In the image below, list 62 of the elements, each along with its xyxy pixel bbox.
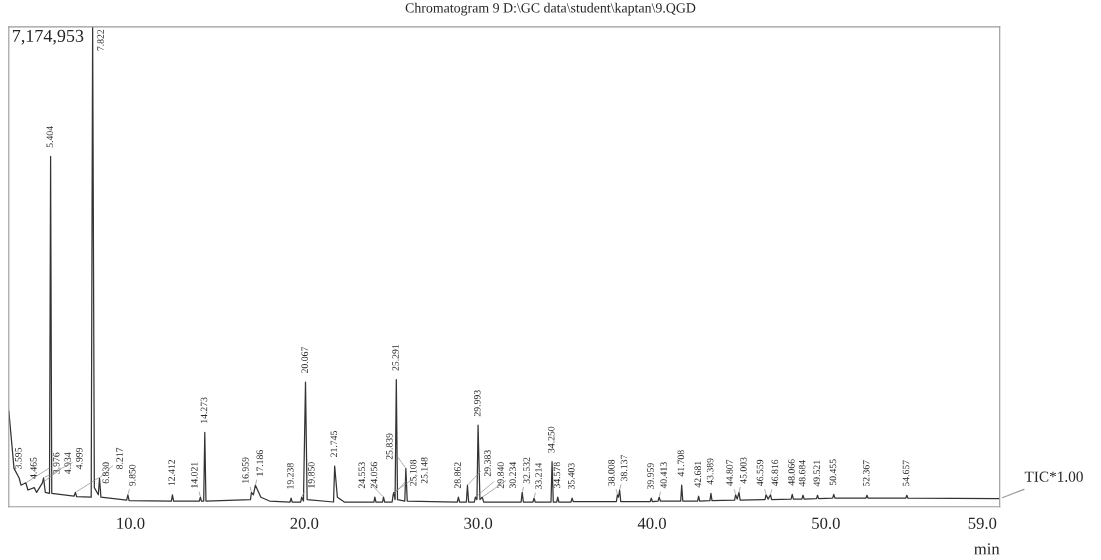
annotation: 14.273 — [200, 397, 208, 423]
annotation: 38.008 — [608, 459, 615, 486]
annotation: 44.807 — [726, 459, 733, 486]
annotation: 4.465 — [30, 457, 37, 479]
annotation: 25.108 — [409, 459, 417, 486]
annotation: 25.148 — [421, 457, 428, 484]
annotation: 3.976 — [52, 452, 60, 474]
annotation: 3.595 — [15, 447, 22, 469]
annotation: 6.830 — [102, 462, 110, 484]
annotation: 52.367 — [862, 460, 870, 487]
annotation: 33.214 — [535, 462, 542, 490]
annotation: 45.003 — [740, 457, 747, 484]
annotation: 14.021 — [191, 462, 198, 488]
annotation: 7,174,953 — [12, 29, 84, 45]
annotation: 20.067 — [301, 346, 308, 373]
chart-title: Chromatogram 9 D:\GC data\student\kaptan\9.QGD — [405, 2, 696, 16]
x-axis-title: min — [974, 543, 1000, 555]
annotation: 48.066 — [788, 459, 795, 486]
x-tick-label: 30.0 — [464, 517, 493, 530]
annotation: 24.553 — [358, 462, 366, 489]
x-tick-label: 50.0 — [812, 517, 840, 530]
annotation: 49.521 — [813, 460, 821, 487]
annotation: 12.412 — [168, 459, 175, 486]
annotation: 50.455 — [829, 459, 837, 486]
annotation: 4.934 — [64, 452, 71, 474]
annotation: 19.850 — [308, 462, 315, 488]
annotation: 40.413 — [660, 462, 667, 489]
annotation: 30.234 — [509, 461, 517, 489]
annotation: 43.389 — [706, 458, 714, 485]
series-label: TIC*1.00 — [1024, 471, 1083, 482]
annotation: 25.839 — [386, 433, 393, 460]
annotation: 28.862 — [454, 462, 461, 489]
annotation: 34.578 — [553, 462, 561, 489]
annotation: 29.383 — [484, 450, 491, 477]
x-tick-label: 20.0 — [290, 517, 319, 530]
annotation: 5.404 — [46, 126, 54, 148]
annotation: 29.993 — [473, 390, 481, 417]
annotation: 17.186 — [256, 450, 264, 476]
annotation: 46.816 — [771, 459, 779, 486]
annotation: 34.250 — [547, 426, 555, 453]
annotation: 4.999 — [75, 447, 83, 470]
annotation: 46.559 — [756, 459, 764, 486]
annotation: 39.959 — [647, 463, 654, 490]
x-tick-label: 40.0 — [637, 517, 666, 530]
annotation: 29.840 — [497, 462, 504, 489]
annotation: 48.684 — [798, 460, 806, 487]
annotation: 16.959 — [242, 457, 249, 483]
annotation: 41.708 — [677, 450, 685, 477]
annotation: 38.137 — [620, 454, 628, 481]
annotation: 54.657 — [902, 460, 910, 487]
annotation: 7.822 — [97, 29, 104, 51]
annotation: 9.850 — [128, 464, 136, 486]
annotation: 19.238 — [286, 463, 294, 489]
annotation: 21.745 — [330, 431, 338, 457]
x-tick-label: 59.0 — [968, 517, 997, 530]
annotation: 42.681 — [694, 461, 702, 488]
annotation: 24.056 — [370, 462, 378, 489]
x-tick-label: 10.0 — [117, 517, 145, 530]
annotation: 25.291 — [392, 344, 399, 371]
annotation: 35.403 — [567, 463, 575, 490]
annotation: 32.532 — [523, 457, 530, 484]
annotation: 8.217 — [116, 447, 123, 469]
